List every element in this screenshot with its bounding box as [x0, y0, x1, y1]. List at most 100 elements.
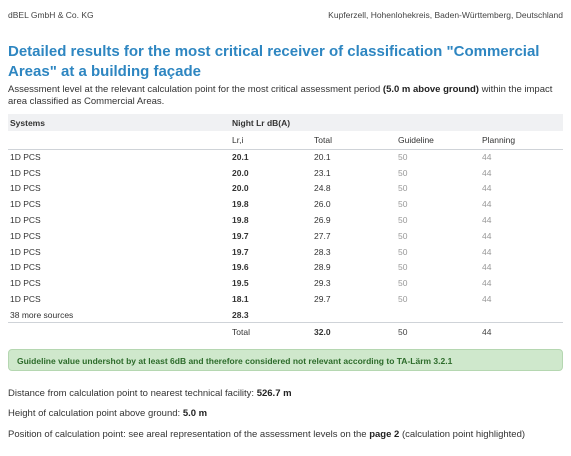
cell-system: 1D PCS	[10, 246, 41, 257]
table-body: 1D PCS 20.1 20.1 50 44 1D PCS 20.0 23.1 50 44 1D P…	[8, 149, 563, 307]
subtitle-text-end: within the impact area classified as Com…	[8, 84, 553, 107]
cell-lri: 20.1	[232, 152, 249, 163]
distance-label: Distance from calculation point to neare…	[8, 387, 257, 399]
distance-line: Distance from calculation point to neare…	[8, 387, 563, 401]
cell-lri: 19.8	[232, 199, 249, 210]
table-column-header: Lr,i Total Guideline Planning	[8, 131, 563, 150]
total-label: Total	[230, 322, 312, 340]
cell-lri: 19.7	[232, 230, 249, 241]
cell-system: 1D PCS	[10, 183, 41, 194]
cell-system: 1D PCS	[10, 294, 41, 305]
position-line: Position of calculation point: see areal…	[8, 428, 563, 442]
col-night-level: Night Lr dB(A)	[232, 117, 291, 128]
cell-planning: 44	[482, 262, 492, 273]
table-row: 1D PCS 20.1 20.1 50 44	[8, 149, 563, 165]
total-planning: 44	[480, 322, 563, 340]
table-row: 1D PCS 20.0 24.8 50 44	[8, 181, 563, 197]
cell-system: 1D PCS	[10, 199, 41, 210]
position-text-end: (calculation point highlighted)	[399, 428, 526, 440]
table-row: 1D PCS 20.0 23.1 50 44	[8, 165, 563, 181]
table-row: 1D PCS 19.8 26.0 50 44	[8, 196, 563, 212]
cell-guideline: 50	[398, 262, 408, 273]
cell-lri: 19.5	[232, 278, 249, 289]
height-line: Height of calculation point above ground…	[8, 407, 563, 421]
cell-planning: 44	[482, 230, 492, 241]
cell-planning: 44	[482, 167, 492, 178]
cell-guideline: 50	[398, 152, 408, 163]
cell-system: 1D PCS	[10, 230, 41, 241]
height-label: Height of calculation point above ground…	[8, 408, 183, 420]
cell-total: 26.0	[314, 199, 331, 210]
cell-guideline: 50	[398, 183, 408, 194]
col-blank	[8, 131, 230, 150]
cell-guideline: 50	[398, 278, 408, 289]
more-sources-empty-guideline	[396, 307, 480, 323]
calculation-details: Distance from calculation point to neare…	[8, 387, 563, 442]
subtitle-text: Assessment level at the relevant calcula…	[8, 84, 383, 95]
more-sources-label: 38 more sources	[10, 309, 74, 320]
cell-planning: 44	[482, 199, 492, 210]
more-sources-row: 38 more sources 28.3	[8, 307, 563, 323]
cell-total: 29.7	[314, 294, 331, 305]
cell-system: 1D PCS	[10, 262, 41, 273]
company-name: dBEL GmbH & Co. KG	[8, 10, 94, 20]
cell-lri: 19.6	[232, 262, 249, 273]
col-total: Total	[312, 131, 396, 150]
page-reference-link: page 2	[369, 428, 400, 440]
table-row: 1D PCS 19.8 26.9 50 44	[8, 212, 563, 228]
cell-planning: 44	[482, 215, 492, 226]
table-row: 1D PCS 18.1 29.7 50 44	[8, 291, 563, 307]
cell-total: 24.8	[314, 183, 331, 194]
col-lri: Lr,i	[230, 131, 312, 150]
cell-total: 27.7	[314, 230, 331, 241]
cell-planning: 44	[482, 183, 492, 194]
col-planning: Planning	[480, 131, 563, 150]
cell-planning: 44	[482, 294, 492, 305]
cell-lri: 20.0	[232, 183, 249, 194]
total-empty	[8, 322, 230, 340]
cell-lri: 18.1	[232, 294, 249, 305]
position-text: Position of calculation point: see areal…	[8, 428, 370, 440]
height-value: 5.0 m	[182, 408, 208, 420]
relevance-notice: Guideline value undershot by at least 6d…	[8, 348, 563, 371]
table-row: 1D PCS 19.6 28.9 50 44	[8, 260, 563, 276]
cell-total: 26.9	[314, 215, 331, 226]
page-title: Detailed results for the most critical r…	[8, 43, 540, 80]
table-row: 1D PCS 19.5 29.3 50 44	[8, 275, 563, 291]
cell-total: 29.3	[314, 278, 331, 289]
cell-total: 20.1	[314, 152, 331, 163]
total-value: 32.0	[312, 322, 396, 340]
cell-guideline: 50	[398, 294, 408, 305]
cell-guideline: 50	[398, 199, 408, 210]
cell-planning: 44	[482, 152, 492, 163]
cell-total: 28.9	[314, 262, 331, 273]
page-subtitle: Assessment level at the relevant calcula…	[8, 84, 563, 108]
cell-system: 1D PCS	[10, 167, 41, 178]
cell-total: 28.3	[314, 246, 331, 257]
col-systems: Systems	[10, 117, 45, 128]
cell-total: 23.1	[314, 167, 331, 178]
more-sources-value: 28.3	[232, 309, 249, 320]
results-table: Systems Night Lr dB(A) Lr,i Total Guidel…	[8, 114, 563, 340]
page-header: dBEL GmbH & Co. KG Kupferzell, Hohenlohe…	[8, 0, 563, 30]
total-guideline: 50	[396, 322, 480, 340]
cell-guideline: 50	[398, 230, 408, 241]
cell-lri: 20.0	[232, 167, 249, 178]
table-row: 1D PCS 19.7 27.7 50 44	[8, 228, 563, 244]
cell-guideline: 50	[398, 215, 408, 226]
cell-planning: 44	[482, 246, 492, 257]
cell-system: 1D PCS	[10, 278, 41, 289]
cell-guideline: 50	[398, 246, 408, 257]
cell-system: 1D PCS	[10, 215, 41, 226]
distance-value: 526.7 m	[256, 387, 292, 399]
cell-planning: 44	[482, 278, 492, 289]
col-guideline: Guideline	[396, 131, 480, 150]
cell-lri: 19.7	[232, 246, 249, 257]
cell-system: 1D PCS	[10, 152, 41, 163]
table-group-header: Systems Night Lr dB(A)	[8, 114, 563, 131]
cell-lri: 19.8	[232, 215, 249, 226]
table-row: 1D PCS 19.7 28.3 50 44	[8, 244, 563, 260]
total-row: Total 32.0 50 44	[8, 322, 563, 340]
more-sources-empty-planning	[480, 307, 563, 323]
